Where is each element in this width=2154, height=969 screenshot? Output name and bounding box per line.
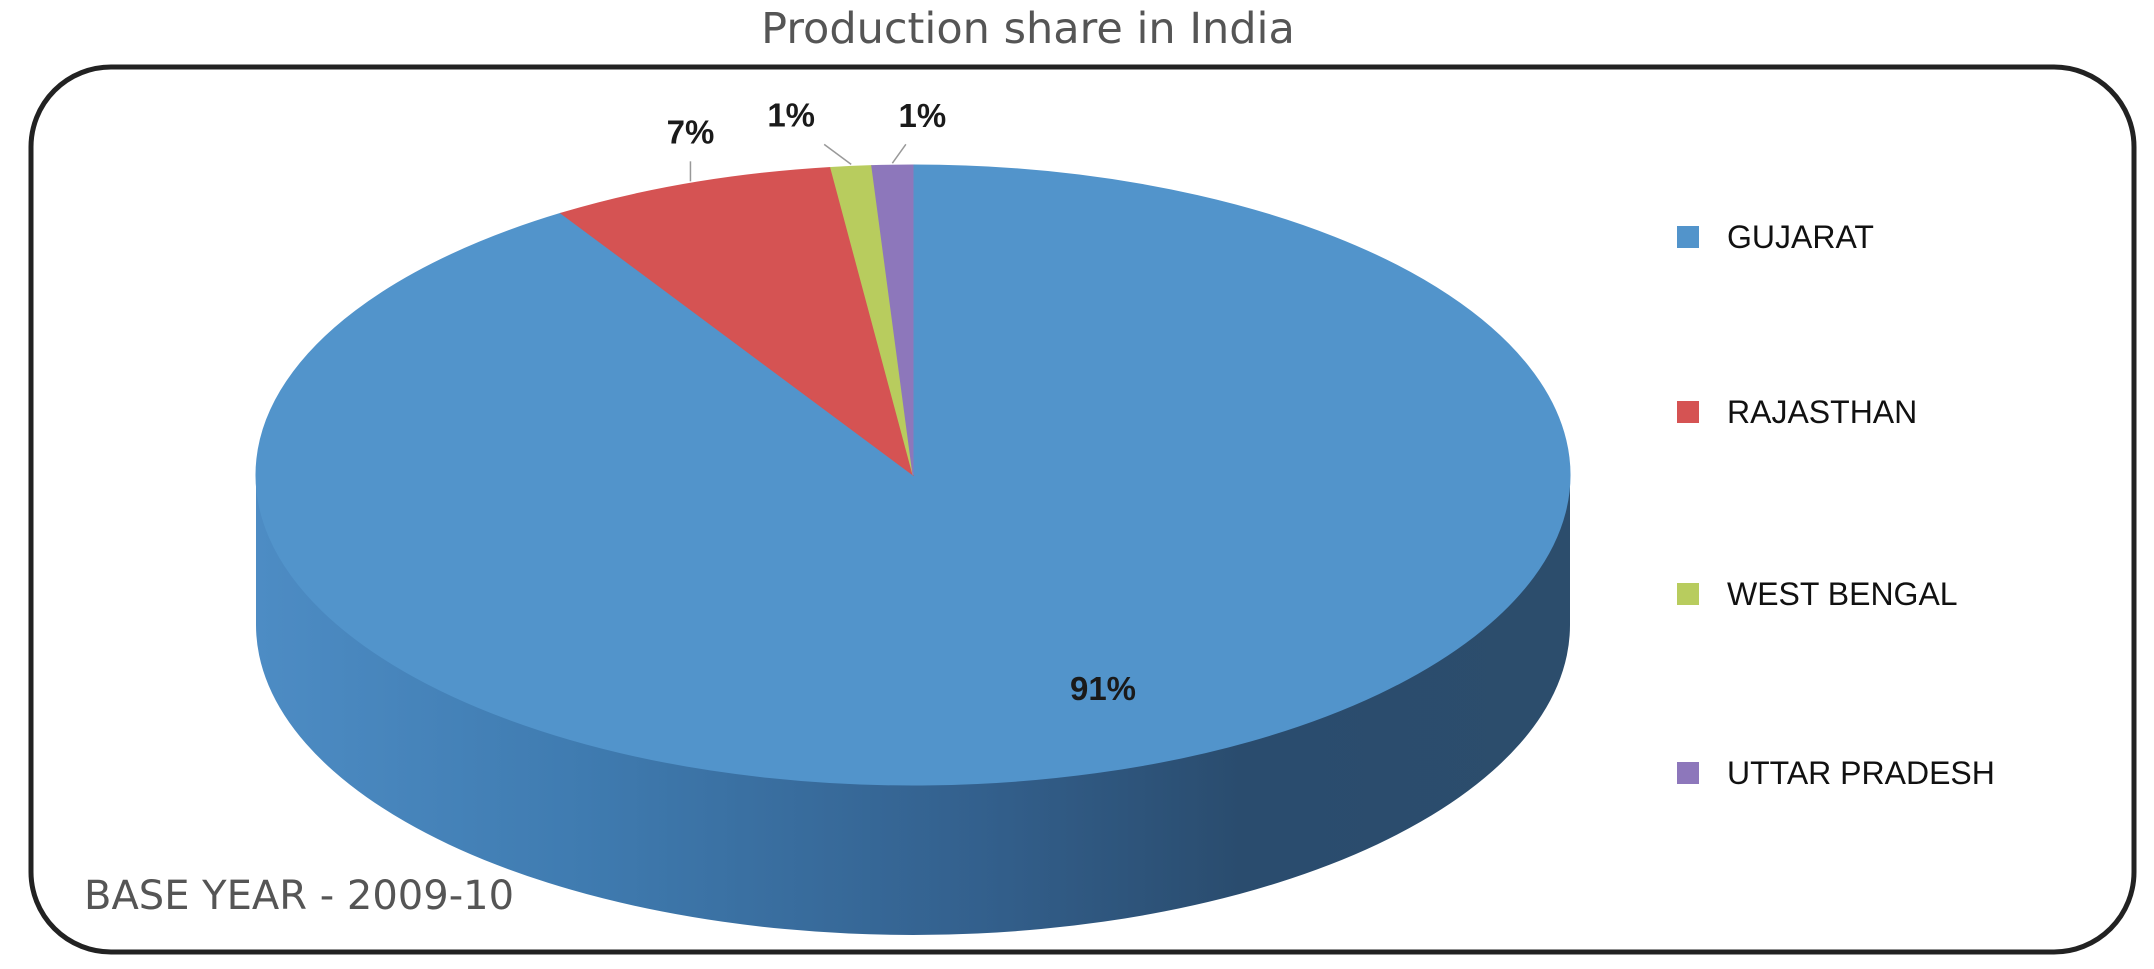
pie-group <box>255 164 1571 935</box>
legend-item: UTTAR PRADESH <box>1677 755 1995 791</box>
legend-swatch <box>1677 401 1699 423</box>
legend-label: UTTAR PRADESH <box>1727 755 1995 791</box>
legend-swatch <box>1677 226 1699 248</box>
legend-label: GUJARAT <box>1727 219 1874 255</box>
data-labels: 91% 7% 1% 1% <box>667 96 1136 707</box>
pie-slice-rajasthan <box>559 166 914 477</box>
legend-swatch <box>1677 583 1699 605</box>
legend-item: GUJARAT <box>1677 219 1874 255</box>
legend-swatch <box>1677 762 1699 784</box>
pie-side-wall <box>256 475 1570 935</box>
legend-label: RAJASTHAN <box>1727 394 1917 430</box>
legend-label: WEST BENGAL <box>1727 576 1958 612</box>
leader-line <box>891 143 907 164</box>
legend-item: WEST BENGAL <box>1677 576 1958 612</box>
base-year-note: BASE YEAR - 2009-10 <box>84 873 514 919</box>
chart-title: Production share in India <box>761 4 1295 54</box>
legend-item: RAJASTHAN <box>1677 394 1917 430</box>
data-label: 91% <box>1070 670 1136 707</box>
pie-slice-uttar-pradesh <box>871 164 914 476</box>
data-label: 7% <box>667 113 715 150</box>
data-label: 1% <box>899 97 947 134</box>
data-label: 1% <box>767 96 815 133</box>
legend: GUJARAT RAJASTHAN WEST BENGAL UTTAR PRADESH <box>1677 219 1995 791</box>
leader-line <box>823 143 852 165</box>
